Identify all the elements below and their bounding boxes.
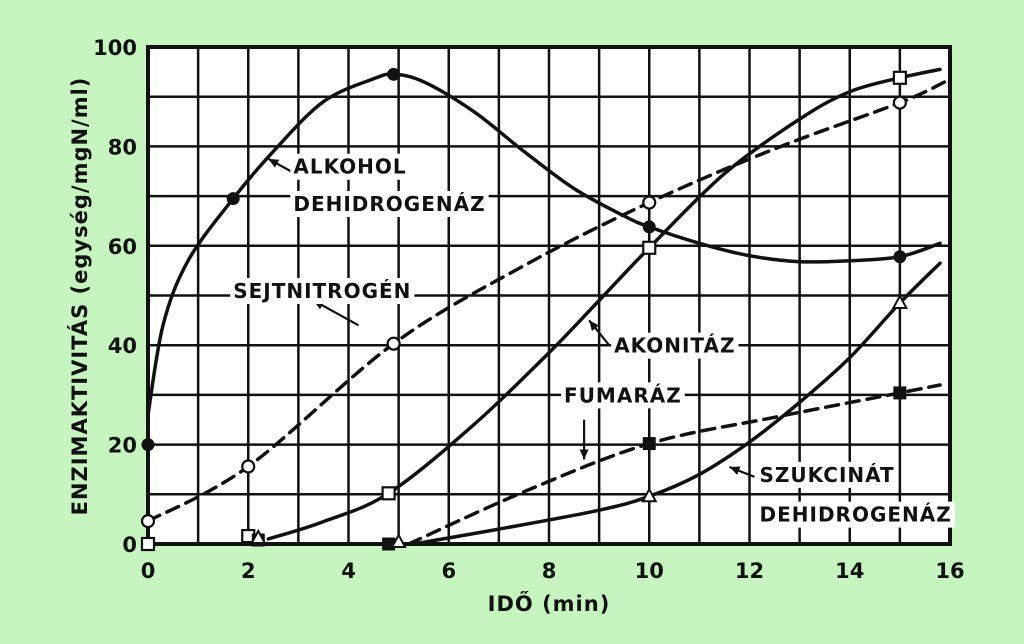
x-axis-title: IDŐ (min)	[488, 591, 611, 616]
curve-label: AKONITÁZ	[614, 334, 735, 358]
data-point	[387, 67, 401, 81]
y-tick-label: 0	[122, 533, 137, 557]
data-point	[226, 192, 240, 206]
data-point	[250, 528, 267, 545]
x-tick-label: 8	[542, 559, 557, 583]
data-point	[893, 250, 907, 264]
series-line	[146, 80, 947, 523]
pointer-arrowhead	[268, 158, 280, 168]
data-point	[386, 336, 401, 351]
y-tick-label: 60	[108, 235, 137, 259]
data-point	[642, 220, 656, 234]
curve-label-bg	[756, 501, 955, 528]
data-point	[141, 438, 155, 452]
curve-label: ALKOHOL	[293, 155, 406, 179]
plot-frame	[146, 45, 952, 546]
curve-label: SEJTNITROGÉN	[233, 279, 411, 303]
curve-label-bg	[290, 153, 410, 180]
curve-label-bg	[561, 382, 685, 409]
y-axis-title: ENZIMAKTIVITÁS (egység/mgN/ml)	[67, 77, 92, 516]
y-tick-label: 80	[108, 135, 137, 159]
curve-label-bg	[290, 191, 489, 218]
annotation-layer: ALKOHOL DEHIDROGENÁZ SEJTNITROGÉN AKONITÁZ F…	[230, 153, 955, 528]
data-point	[892, 95, 907, 110]
x-tick-label: 10	[635, 559, 664, 583]
y-tick-label: 40	[108, 334, 137, 358]
series-0	[141, 67, 942, 452]
series-2	[140, 67, 942, 552]
data-point	[641, 487, 658, 503]
x-tick-label: 2	[241, 559, 256, 583]
data-point	[642, 240, 657, 255]
curve-label-bg	[230, 277, 415, 304]
data-point	[241, 459, 256, 474]
data-point	[891, 293, 909, 309]
x-tick-label: 4	[341, 559, 356, 583]
data-point	[642, 195, 657, 210]
curve-label-bg	[756, 461, 898, 488]
pointer-arrowhead	[589, 320, 599, 331]
x-tick-label: 16	[935, 559, 964, 583]
data-point	[892, 70, 907, 85]
series-1	[140, 80, 947, 529]
tick-labels: 0 2 4 6 8 10 12 14 16 0 20 40 60 80 100	[93, 36, 964, 583]
data-point	[140, 536, 156, 552]
data-point	[642, 437, 656, 451]
y-tick-label: 20	[108, 434, 137, 458]
x-tick-label: 12	[735, 559, 764, 583]
series-4	[250, 261, 942, 549]
curve-label: DEHIDROGENÁZ	[760, 503, 952, 527]
curve-label-bg	[611, 332, 739, 359]
x-tick-label: 14	[835, 559, 864, 583]
curve-label: SZUKCINÁT	[760, 463, 895, 487]
pointer-arrowhead	[729, 466, 741, 475]
x-tick-label: 0	[141, 559, 156, 583]
data-point	[140, 514, 156, 529]
data-point	[381, 486, 396, 501]
pointer-layer	[267, 157, 755, 478]
curve-label: FUMARÁZ	[564, 383, 682, 407]
y-tick-label: 100	[93, 36, 137, 60]
data-point	[893, 386, 907, 400]
series-layer	[140, 67, 947, 552]
curve-label: DEHIDROGENÁZ	[293, 192, 485, 216]
series-line	[411, 261, 942, 546]
pointer-arrowhead	[579, 449, 589, 460]
data-point	[390, 532, 407, 549]
x-tick-label: 6	[441, 559, 456, 583]
